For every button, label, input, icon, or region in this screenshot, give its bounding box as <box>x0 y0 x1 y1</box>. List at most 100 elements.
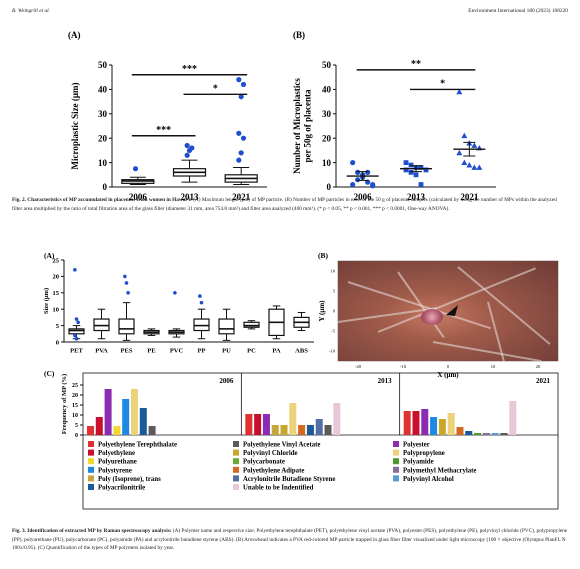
fig3a-ytick-label: 15 <box>53 290 60 297</box>
fig3c-ylabel: Frequency of MP (%) <box>61 374 68 434</box>
fig3c-bar <box>113 426 121 435</box>
arrowhead-icon <box>446 305 458 316</box>
fig2b-ylabel: Number of Microplasticsper 50g of placen… <box>292 78 312 174</box>
fig3a-outlier-point <box>199 300 204 305</box>
fig2b-ytick-label: 20 <box>322 133 332 143</box>
fig3c-bar <box>315 419 323 435</box>
fig3a-xtick-label: PVA <box>95 348 108 355</box>
fig3c-legend-label: Polypropylene <box>403 450 445 457</box>
fig3a-ytick-label: 25 <box>53 257 60 264</box>
fig2b-ytick-label: 40 <box>322 85 332 95</box>
fig3c-legend-label: Polyurethane <box>98 459 137 466</box>
fig3a-outlier-point <box>73 333 77 338</box>
fig3c-ytick-label: 0 <box>75 433 78 439</box>
fig2b-data-point <box>471 142 478 148</box>
fig3c-bar <box>447 413 455 435</box>
fig3c-legend-swatch <box>393 466 399 473</box>
fig3c-legend-label: Unable to be Indentified <box>243 485 314 492</box>
fig3b-xlabel: X (μm) <box>437 371 459 379</box>
fig3c-bar <box>474 433 482 435</box>
fig3c-bar <box>95 417 103 435</box>
fig2b-sig-label: * <box>440 78 445 89</box>
fig3c-legend-swatch <box>233 466 239 473</box>
fig3c-legend-label: Acrylonitrile Butadiene Styrene <box>243 476 335 483</box>
fig3c-bar <box>412 411 420 435</box>
fig3a-box <box>93 318 110 332</box>
fig3c-legend-label: Polyethylene <box>98 450 135 457</box>
fig3a-xtick-label: PET <box>70 348 83 355</box>
microscopy-image <box>338 261 558 361</box>
fig2b-xtick-label: 2013 <box>407 192 426 202</box>
fig3a-outlier-point <box>123 274 127 279</box>
fig3a-xtick-label: PP <box>198 348 206 355</box>
fig3-panel-a-label: (A) <box>44 251 55 260</box>
fig2a-ytick-label: 50 <box>98 60 108 70</box>
fig2b-ylabel-line: per 50g of placenta <box>302 89 312 163</box>
fig3c-legend-label: Polymethyl Methacrylate <box>403 467 476 474</box>
fig3a-box <box>218 318 235 335</box>
fig3c-legend-swatch <box>393 475 399 482</box>
fig3c-legend-swatch <box>88 441 94 447</box>
fig3c-bar <box>491 433 499 435</box>
fig3a-outlier-point <box>173 291 177 295</box>
fig3c-ytick-label: 25 <box>72 383 78 389</box>
fig3c-legend-label: Polyvinyl Alcohol <box>403 476 454 483</box>
fig3c-frame <box>82 372 559 510</box>
fig3c-legend-label: Poly (Isoprene), trans <box>98 476 161 483</box>
fig3c-ytick-label: 5 <box>75 423 78 429</box>
fig3c-bar <box>333 403 341 435</box>
fig3a-outlier-point <box>74 317 79 321</box>
fig2b-data-point <box>350 160 356 166</box>
fig2a-ylabel: Microplastic Size (μm) <box>70 83 80 170</box>
fig2b-ytick-label: 30 <box>322 109 332 119</box>
fig3c-bar <box>421 409 429 435</box>
fig3c-legend-label: Polyamide <box>403 459 434 466</box>
fig2-caption: Fig. 2. Characteristics of MP accumulate… <box>12 196 568 213</box>
fig3a-box <box>193 318 210 332</box>
fig3a-xtick-label: PC <box>247 348 256 355</box>
fig2a-ytick-label: 0 <box>103 182 108 192</box>
fig2b-ytick-label: 0 <box>327 182 332 192</box>
fig2b-data-point <box>355 169 361 175</box>
fig3c-bar <box>298 425 306 435</box>
fig2b-data-point <box>408 169 414 175</box>
fig3a-ylabel: Size (μm) <box>43 288 50 314</box>
fig3b-xtick-label: 10 <box>491 364 496 369</box>
fig2a-sig-label: * <box>213 83 218 94</box>
fig2-panel-b-label: (B) <box>293 30 305 40</box>
fig3c-legend-swatch <box>88 449 94 456</box>
fig3-caption: Fig. 3. Identification of extracted MP b… <box>12 527 568 553</box>
fig3b-ytick-label: -5 <box>331 329 335 334</box>
fig3a-outlier-point <box>76 320 80 325</box>
fig2a-outlier-point <box>236 77 242 83</box>
fig2a-outlier-point <box>238 94 244 100</box>
fig3c-ytick-label: 10 <box>72 413 78 419</box>
fig2a-ytick-label: 30 <box>98 109 108 119</box>
fig3c-bar <box>139 408 147 435</box>
fig3a-xtick-label: PVC <box>170 348 184 355</box>
fig2b-data-point <box>456 88 463 95</box>
fig3c-legend-swatch <box>88 475 94 482</box>
fig3a-ytick-label: 0 <box>56 339 59 346</box>
fig3c-bar <box>500 433 508 435</box>
fig2a-sig-label: *** <box>182 64 197 75</box>
fig2-caption-title: Fig. 2. Characteristics of MP accumulate… <box>12 197 192 203</box>
fig3c-bar <box>324 425 332 435</box>
fig3c-bar <box>131 389 138 435</box>
fig2b-data-point <box>403 167 409 173</box>
fig3c-bar <box>456 427 464 435</box>
fig3b-xtick-label: 0 <box>447 364 450 369</box>
fig3c-legend-label: Polyvinyl Chloride <box>243 450 298 457</box>
fig3c-legend-swatch <box>233 441 239 447</box>
fig3c-legend-swatch <box>233 484 239 490</box>
fig2b-data-point <box>476 164 483 170</box>
fig3c-legend-label: Polyethylene Adipate <box>243 467 304 474</box>
fig2b-ylabel-line: Number of Microplastics <box>292 78 302 174</box>
fig3a-xtick-label: ABS <box>295 348 308 355</box>
fig3c-bar <box>122 399 130 435</box>
fig2a-xtick-label: 2006 <box>129 192 148 202</box>
fig3c-legend-label: Polyethylene Terephthalate <box>98 442 177 449</box>
fig3c-bar <box>430 417 438 435</box>
fig3c-legend-swatch <box>88 484 94 490</box>
fig3-caption-title: Fig. 3. Identification of extracted MP b… <box>12 528 172 534</box>
